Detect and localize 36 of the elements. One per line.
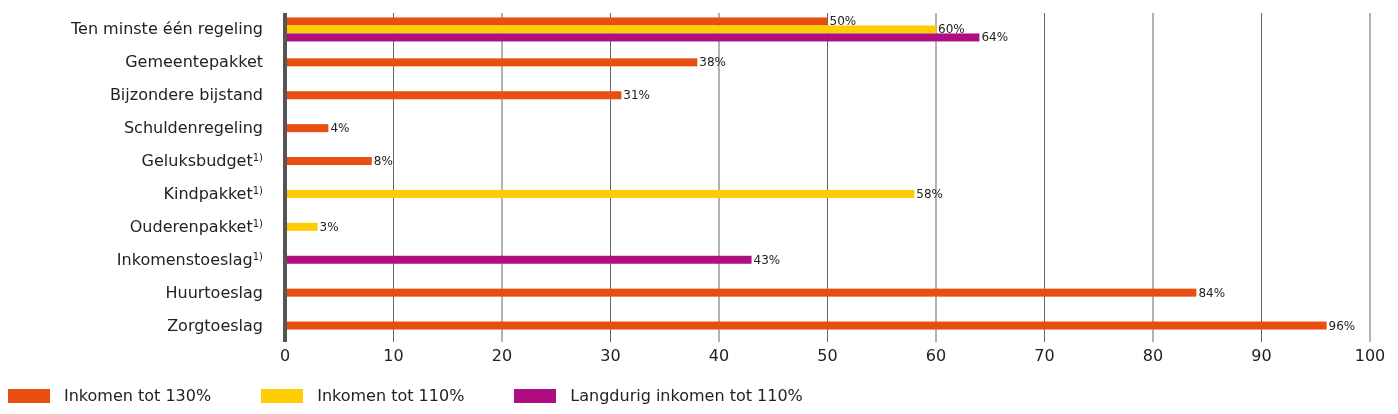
data-label: 31% — [623, 88, 651, 103]
legend-label: Inkomen tot 130% — [64, 386, 212, 405]
data-label: 96% — [1328, 318, 1356, 333]
y-tick-label: Zorgtoeslag — [167, 315, 263, 335]
y-tick-label: Ten minste één regeling — [69, 19, 263, 39]
x-tick-label: 40 — [708, 346, 730, 366]
y-tick-label: Bijzondere bijstand — [109, 85, 263, 105]
data-label: 58% — [916, 186, 943, 201]
x-tick-label: 90 — [1251, 346, 1272, 366]
y-tick-label: Inkomenstoeslag$^{1)}$ — [116, 249, 264, 269]
data-label: 3% — [319, 219, 339, 234]
x-tick-label: 10 — [383, 346, 404, 366]
legend-label: Langdurig inkomen tot 110% — [570, 386, 803, 405]
x-tick-label: 100 — [1354, 346, 1386, 366]
legend-label: Inkomen tot 110% — [317, 386, 465, 405]
x-tick-label: 30 — [600, 346, 621, 366]
y-tick-label: Schuldenregeling — [123, 118, 263, 138]
y-tick-label: Geluksbudget$^{1)}$ — [141, 151, 264, 171]
x-tick-label: 50 — [817, 346, 838, 366]
x-tick-label: 20 — [491, 346, 513, 366]
x-tick-label: 70 — [1034, 346, 1055, 366]
data-label: 43% — [753, 252, 781, 267]
y-tick-label: Huurtoeslag — [165, 282, 263, 302]
data-label: 60% — [938, 22, 965, 37]
x-tick-label: 60 — [925, 346, 947, 366]
data-label: 8% — [373, 154, 393, 169]
y-tick-label: Gemeentepakket — [125, 52, 263, 72]
data-label: 38% — [699, 55, 726, 70]
x-tick-label: 80 — [1142, 346, 1164, 366]
x-tick-label: 0 — [279, 346, 291, 366]
data-label: 64% — [981, 30, 1009, 45]
data-label: 50% — [829, 14, 857, 29]
data-label: 84% — [1198, 285, 1226, 300]
data-label: 4% — [330, 121, 350, 136]
y-tick-label: Ouderenpakket$^{1)}$ — [129, 216, 264, 236]
y-tick-label: Kindpakket$^{1)}$ — [163, 183, 264, 203]
